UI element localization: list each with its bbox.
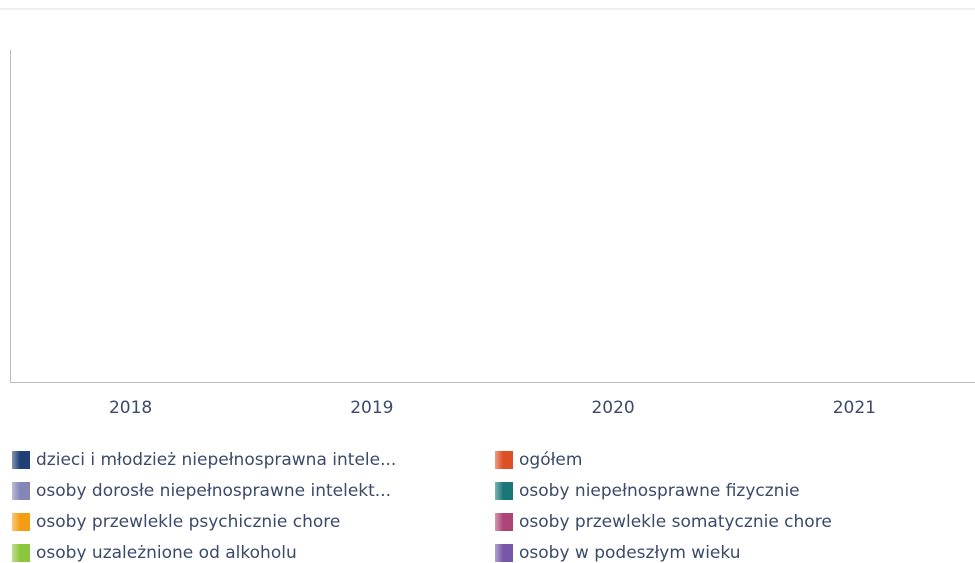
legend-swatch xyxy=(495,513,513,531)
legend-swatch xyxy=(12,451,30,469)
legend-swatch xyxy=(12,482,30,500)
legend-label: osoby przewlekle somatycznie chore xyxy=(519,512,832,532)
x-tick-label: 2021 xyxy=(833,398,876,418)
x-tick-label: 2020 xyxy=(591,398,634,418)
legend-swatch xyxy=(12,544,30,562)
legend-swatch xyxy=(12,513,30,531)
legend-label: osoby niepełnosprawne fizycznie xyxy=(519,481,800,501)
x-tick-label: 2019 xyxy=(350,398,393,418)
legend-swatch xyxy=(495,544,513,562)
legend-label: osoby dorosłe niepełnosprawne intelekt..… xyxy=(36,481,391,501)
legend-swatch xyxy=(495,482,513,500)
legend-label: ogółem xyxy=(519,450,582,470)
legend-swatch xyxy=(495,451,513,469)
legend-label: dzieci i młodzież niepełnosprawna intele… xyxy=(36,450,396,470)
legend-label: osoby uzależnione od alkoholu xyxy=(36,543,297,563)
legend-label: osoby przewlekle psychicznie chore xyxy=(36,512,340,532)
legend-label: osoby w podeszłym wieku xyxy=(519,543,740,563)
x-tick-label: 2018 xyxy=(109,398,152,418)
